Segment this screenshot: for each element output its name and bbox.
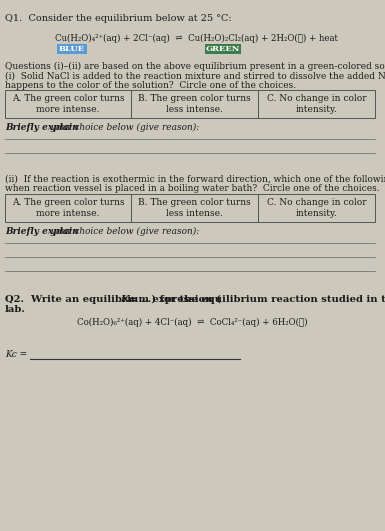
Text: Q1.  Consider the equilibrium below at 25 °C:: Q1. Consider the equilibrium below at 25… — [5, 14, 232, 23]
Text: Kc: Kc — [120, 295, 135, 304]
Text: BLUE: BLUE — [59, 45, 85, 53]
Bar — [57, 44, 87, 54]
Text: happens to the color of the solution?  Circle one of the choices.: happens to the color of the solution? Ci… — [5, 81, 296, 90]
Text: Q2.  Write an equilibrium expression (: Q2. Write an equilibrium expression ( — [5, 295, 221, 304]
Bar — [205, 44, 241, 54]
Text: (ii)  If the reaction is exothermic in the forward direction, which one of the f: (ii) If the reaction is exothermic in th… — [5, 175, 385, 184]
Text: = …) for the equilibrium reaction studied in this: = …) for the equilibrium reaction studie… — [126, 295, 385, 304]
Text: Cu(H₂O)₄²⁺(aq) + 2Cl⁻(aq)  ⇌  Cu(H₂O)₂Cl₂(aq) + 2H₂O(ℓ) + heat: Cu(H₂O)₄²⁺(aq) + 2Cl⁻(aq) ⇌ Cu(H₂O)₂Cl₂(… — [55, 34, 338, 43]
Bar — [258, 90, 375, 118]
Text: Co(H₂O)₆²⁺(aq) + 4Cl⁻(aq)  ⇌  CoCl₄²⁻(aq) + 6H₂O(ℓ): Co(H₂O)₆²⁺(aq) + 4Cl⁻(aq) ⇌ CoCl₄²⁻(aq) … — [77, 318, 308, 327]
Text: Questions (i)–(ii) are based on the above equilibrium present in a green-colored: Questions (i)–(ii) are based on the abov… — [5, 62, 385, 71]
Text: your choice below (give reason):: your choice below (give reason): — [48, 123, 199, 132]
Text: when reaction vessel is placed in a boiling water bath?  Circle one of the choic: when reaction vessel is placed in a boil… — [5, 184, 380, 193]
Text: C. No change in color
intensity.: C. No change in color intensity. — [267, 95, 366, 114]
Bar — [131, 194, 258, 222]
Text: C. No change in color
intensity.: C. No change in color intensity. — [267, 198, 366, 218]
Text: lab.: lab. — [5, 305, 26, 314]
Bar — [131, 90, 258, 118]
Text: (i)  Solid NaCl is added to the reaction mixture and stirred to dissolve the add: (i) Solid NaCl is added to the reaction … — [5, 72, 385, 81]
Text: A. The green color turns
more intense.: A. The green color turns more intense. — [12, 95, 124, 114]
Text: B. The green color turns
less intense.: B. The green color turns less intense. — [138, 198, 251, 218]
Text: your choice below (give reason):: your choice below (give reason): — [48, 227, 199, 236]
Bar — [5, 90, 131, 118]
Text: Briefly explain: Briefly explain — [5, 123, 79, 132]
Text: B. The green color turns
less intense.: B. The green color turns less intense. — [138, 95, 251, 114]
Bar — [258, 194, 375, 222]
Text: Kc =: Kc = — [5, 350, 30, 359]
Text: GREEN: GREEN — [206, 45, 240, 53]
Bar — [5, 194, 131, 222]
Text: A. The green color turns
more intense.: A. The green color turns more intense. — [12, 198, 124, 218]
Text: Briefly explain: Briefly explain — [5, 227, 79, 236]
